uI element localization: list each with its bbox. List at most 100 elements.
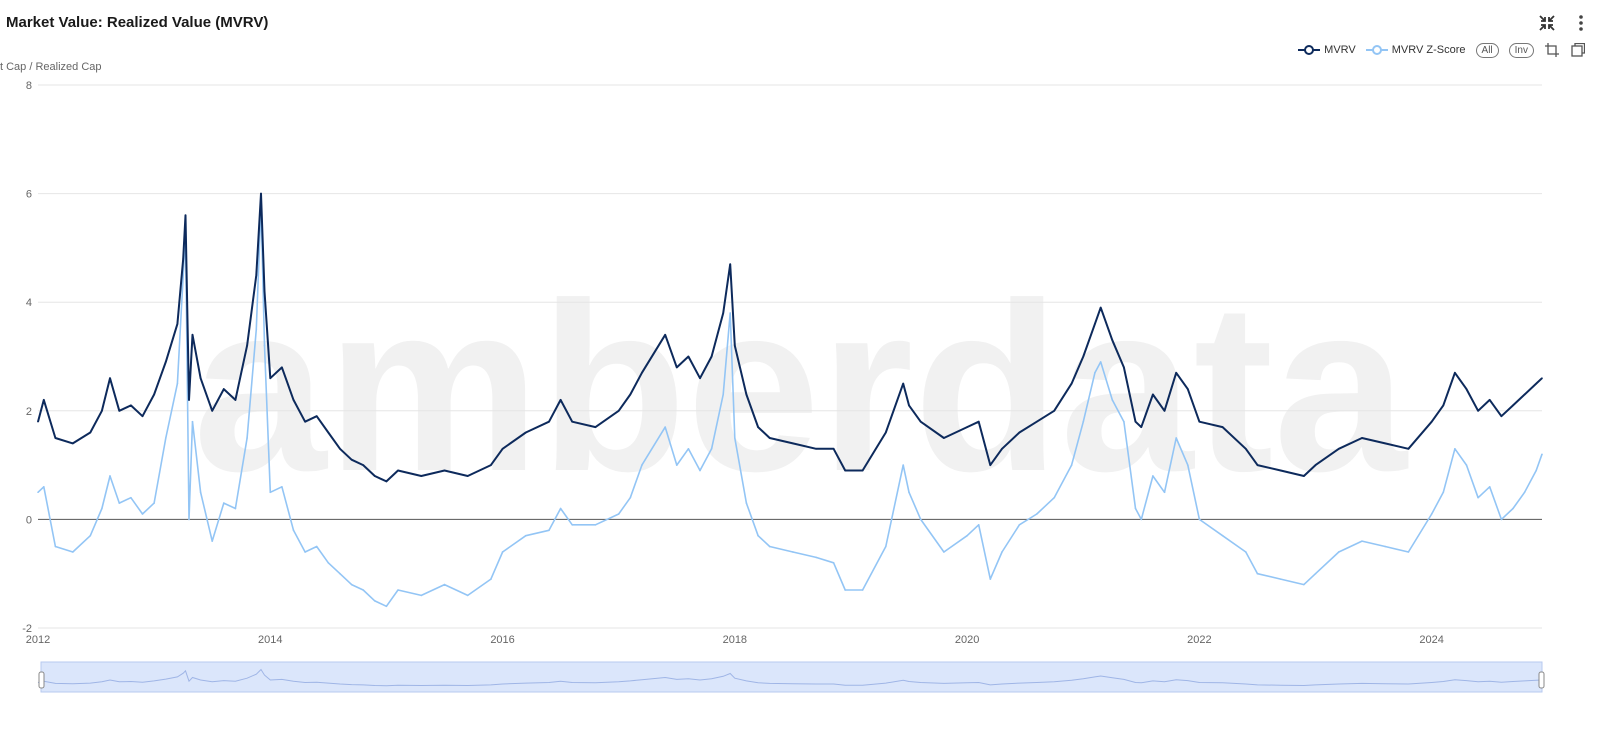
legend-item-zscore[interactable]: MVRV Z-Score (1365, 44, 1466, 56)
mvrv-point (385, 480, 388, 483)
x-tick-label: 2014 (258, 634, 282, 646)
mvrv-point (1099, 306, 1102, 309)
mvrv-point (397, 469, 399, 472)
mvrv-zscore-point (184, 230, 187, 233)
navigator-handle-left (38, 671, 45, 689)
mvrv-point (89, 431, 92, 434)
mvrv-point (374, 475, 376, 477)
mvrv-point (1384, 442, 1387, 445)
mvrv-point (977, 420, 980, 423)
mvrv-zscore-point (1099, 361, 1102, 363)
collapse-icon[interactable] (1536, 12, 1558, 34)
mvrv-point (164, 361, 167, 363)
mvrv-point (757, 426, 759, 428)
mvrv-point (191, 333, 194, 336)
mvrv-point (1256, 464, 1259, 466)
range-navigator[interactable] (37, 661, 1545, 693)
mvrv-zscore-point (699, 469, 701, 472)
mvrv-zscore-point (72, 551, 74, 553)
mvrv-zscore-point (304, 551, 306, 553)
mvrv-zscore-point (1454, 448, 1456, 450)
mvrv-zscore-point (385, 605, 388, 608)
mvrv-point (304, 420, 306, 423)
mvrv-point (118, 410, 121, 412)
mvrv-point (722, 312, 725, 314)
mvrv-zscore-point (118, 502, 121, 504)
mvrv-zscore-point (792, 551, 794, 553)
mvrv-zscore-point (281, 486, 283, 488)
mvrv-point (966, 426, 968, 428)
all-button[interactable]: All (1475, 42, 1499, 58)
chart-legend: MVRV MVRV Z-Score All Inv (1298, 42, 1586, 58)
more-vertical-icon[interactable] (1570, 12, 1592, 34)
mvrv-point (908, 404, 910, 407)
mvrv-point (109, 377, 111, 380)
mvrv-zscore-point (37, 491, 39, 494)
legend-item-mvrv[interactable]: MVRV (1298, 44, 1356, 56)
mvrv-zscore-point (188, 518, 190, 521)
mvrv-point (153, 393, 155, 396)
navigator-window (40, 661, 1543, 693)
mvrv-zscore-point (1337, 551, 1340, 553)
mvrv-zscore-point (1221, 534, 1224, 537)
mvrv-point (223, 388, 225, 390)
mvrv-point (263, 290, 266, 293)
x-tick-label: 2024 (1419, 634, 1443, 646)
mvrv-point (1541, 377, 1543, 380)
mvrv-zscore-point (832, 562, 835, 564)
mvrv-point (1454, 371, 1456, 374)
mvrv-zscore-point (1070, 464, 1073, 466)
mvrv-point (902, 382, 905, 385)
mvrv-zscore-line (37, 203, 1543, 608)
mvrv-point (729, 263, 731, 265)
mvrv-zscore-point (1256, 572, 1259, 575)
mvrv-zscore-point (89, 534, 92, 537)
mvrv-point (1018, 431, 1021, 434)
mvrv-zscore-point (710, 448, 713, 450)
navigator-preview-line (37, 668, 1543, 687)
mvrv-point (176, 323, 179, 325)
crop-icon[interactable] (1544, 42, 1560, 58)
mvrv-point (490, 464, 492, 466)
mvrv-zscore-point (315, 545, 318, 548)
mvrv-point (943, 437, 945, 439)
mvrv-point (524, 431, 527, 434)
mvrv-zscore-point (943, 551, 945, 553)
mvrv-point (246, 344, 248, 347)
mvrv-point (466, 475, 469, 477)
mvrv-point (792, 442, 794, 445)
mvrv-point (687, 355, 690, 358)
mvrv-zscore-point (420, 594, 423, 597)
mvrv-point (199, 377, 202, 380)
mvrv-point (919, 420, 922, 423)
mvrv-zscore-point (501, 551, 504, 553)
mvrv-zscore-point (768, 545, 771, 548)
reset-icon[interactable] (1570, 42, 1586, 58)
y-tick-label: 0 (26, 514, 32, 526)
mvrv-zscore-point (153, 502, 155, 504)
mvrv-zscore-point (1053, 496, 1056, 499)
mvrv-point (269, 377, 272, 380)
mvrv-point (1245, 448, 1247, 450)
mvrv-zscore-point (1094, 371, 1096, 374)
mvrv-point (1140, 426, 1143, 428)
mvrv-point (629, 393, 632, 396)
mvrv-zscore-point (1442, 491, 1445, 494)
mvrv-point (188, 399, 190, 401)
mvrv-zscore-point (1279, 578, 1282, 580)
mvrv-point (1488, 399, 1491, 401)
mvrv-zscore-point (1123, 420, 1125, 423)
mvrv-zscore-point (1245, 551, 1247, 553)
mvrv-point (1001, 448, 1003, 450)
mvrv-point (1053, 410, 1056, 412)
y-tick-label: 2 (26, 406, 32, 418)
mvrv-zscore-point (687, 448, 690, 450)
inv-button[interactable]: Inv (1508, 42, 1534, 58)
mvrv-point (1337, 448, 1340, 450)
mvrv-zscore-point (263, 344, 266, 347)
mvrv-zscore-point (182, 274, 184, 276)
mvrv-point (675, 366, 678, 369)
mvrv-point (1512, 404, 1514, 407)
mvrv-zscore-point (1384, 545, 1387, 548)
